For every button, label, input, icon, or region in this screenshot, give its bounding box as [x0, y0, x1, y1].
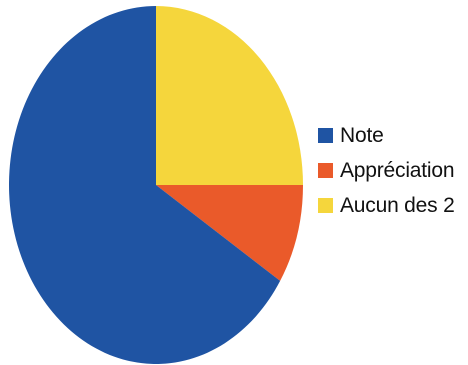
pie-slice-note — [9, 6, 281, 364]
chart-legend: Note Appréciation Aucun des 2 — [318, 118, 468, 223]
legend-swatch-aucun-des-2 — [318, 198, 333, 213]
pie-slice-aucun-des-2 — [156, 6, 303, 185]
legend-label-aucun-des-2: Aucun des 2 — [340, 193, 455, 217]
pie-slice-appr-ciation — [156, 185, 303, 281]
legend-item-aucun-des-2: Aucun des 2 — [318, 188, 468, 223]
legend-item-appreciation: Appréciation — [318, 153, 468, 188]
legend-swatch-note — [318, 128, 333, 143]
legend-swatch-appreciation — [318, 163, 333, 178]
legend-label-note: Note — [340, 123, 384, 147]
legend-item-note: Note — [318, 118, 468, 153]
legend-label-appreciation: Appréciation — [340, 158, 455, 182]
